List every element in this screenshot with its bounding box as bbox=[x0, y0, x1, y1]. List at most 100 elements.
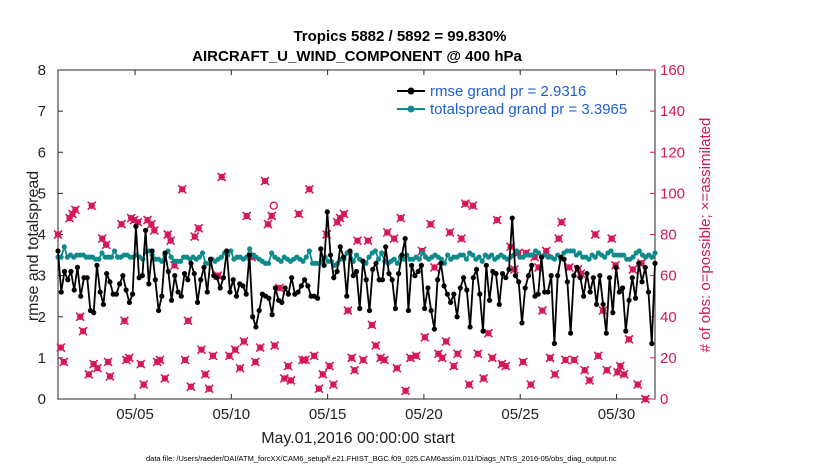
obs-assimilated-marker bbox=[441, 336, 451, 346]
totalspread-marker bbox=[570, 248, 576, 254]
totalspread-marker bbox=[608, 248, 614, 254]
rmse-marker bbox=[545, 289, 551, 295]
obs-assimilated-marker bbox=[468, 201, 478, 211]
rmse-marker bbox=[91, 310, 97, 316]
rmse-marker bbox=[383, 244, 389, 250]
obs-count-series bbox=[53, 172, 650, 404]
rmse-marker bbox=[107, 279, 113, 285]
rmse-marker bbox=[431, 326, 437, 332]
rmse-marker bbox=[428, 307, 434, 314]
rmse-marker bbox=[168, 297, 175, 303]
legend-rmse-label: rmse grand pr = 2.9316 bbox=[430, 83, 586, 100]
rmse-marker bbox=[519, 320, 525, 326]
rmse-marker bbox=[337, 244, 343, 250]
rmse-marker bbox=[652, 260, 658, 266]
obs-assimilated-marker bbox=[401, 386, 411, 396]
obs-assimilated-marker bbox=[328, 380, 338, 390]
rmse-marker bbox=[159, 293, 165, 299]
rmse-marker bbox=[123, 287, 129, 293]
totalspread-marker bbox=[108, 254, 115, 260]
y-left-tick-label: 4 bbox=[38, 227, 46, 244]
x-tick-label: 05/05 bbox=[116, 406, 154, 423]
rmse-marker bbox=[227, 289, 233, 295]
obs-assimilated-marker bbox=[456, 234, 467, 244]
rmse-marker bbox=[626, 297, 632, 303]
rmse-marker bbox=[418, 262, 424, 268]
rmse-marker bbox=[243, 291, 249, 297]
rmse-marker bbox=[386, 270, 392, 277]
rmse-marker bbox=[97, 289, 103, 295]
rmse-marker bbox=[593, 301, 600, 308]
rmse-marker bbox=[217, 285, 223, 291]
rmse-marker bbox=[305, 283, 311, 289]
rmse-marker bbox=[366, 307, 373, 314]
obs-assimilated-marker bbox=[180, 355, 190, 365]
obs-assimilated-marker bbox=[190, 231, 200, 242]
rmse-marker bbox=[610, 310, 616, 316]
totalspread-marker bbox=[199, 250, 206, 256]
rmse-marker bbox=[584, 270, 590, 277]
obs-assimilated-marker bbox=[460, 199, 470, 209]
y-right-tick-label: 0 bbox=[660, 391, 668, 408]
obs-assimilated-marker bbox=[260, 176, 270, 186]
y-left-tick-label: 7 bbox=[38, 103, 46, 120]
rmse-marker bbox=[198, 277, 204, 283]
rmse-marker bbox=[454, 314, 460, 320]
obs-assimilated-marker bbox=[318, 369, 328, 379]
rmse-marker bbox=[113, 291, 120, 297]
obs-assimilated-marker bbox=[545, 353, 555, 363]
obs-assimilated-marker bbox=[537, 306, 547, 316]
obs-assimilated-marker bbox=[350, 365, 360, 375]
rmse-series bbox=[55, 209, 658, 347]
rmse-marker bbox=[392, 305, 399, 312]
rmse-marker bbox=[590, 275, 596, 281]
obs-assimilated-marker bbox=[59, 357, 69, 367]
rmse-marker bbox=[250, 314, 256, 320]
rmse-marker bbox=[509, 215, 515, 221]
y-axis-left: 0 1 2 3 4 5 6 7 8 bbox=[38, 62, 63, 408]
rmse-marker bbox=[409, 262, 415, 268]
legend: rmse grand pr = 2.9316 totalspread grand… bbox=[393, 80, 633, 118]
obs-assimilated-marker bbox=[242, 211, 252, 221]
obs-assimilated-marker bbox=[196, 345, 207, 355]
rmse-marker bbox=[185, 277, 191, 283]
obs-assimilated-marker bbox=[78, 326, 88, 336]
totalspread-marker bbox=[196, 254, 202, 260]
rmse-marker bbox=[632, 295, 639, 301]
totalspread-marker bbox=[247, 246, 253, 252]
rmse-marker bbox=[201, 264, 207, 270]
totalspread-marker bbox=[489, 252, 495, 258]
totalspread-marker bbox=[470, 252, 476, 258]
obs-assimilated-marker bbox=[580, 365, 590, 375]
obs-assimilated-marker bbox=[420, 332, 430, 342]
rmse-marker bbox=[405, 307, 412, 314]
rmse-marker bbox=[253, 324, 259, 330]
rmse-marker bbox=[473, 266, 480, 273]
rmse-marker bbox=[340, 254, 347, 260]
y-right-tick-label: 20 bbox=[660, 350, 677, 367]
rmse-marker bbox=[298, 283, 304, 289]
rmse-marker bbox=[389, 277, 395, 283]
totalspread-marker bbox=[460, 252, 466, 258]
rmse-marker bbox=[282, 285, 288, 291]
rmse-marker bbox=[71, 287, 77, 293]
obs-assimilated-marker bbox=[101, 240, 111, 250]
rmse-marker bbox=[220, 275, 227, 281]
obs-assimilated-marker bbox=[139, 380, 149, 390]
rmse-marker bbox=[334, 268, 340, 275]
x-axis-label: May.01,2016 00:00:00 start bbox=[261, 430, 455, 447]
rmse-marker bbox=[447, 299, 454, 305]
obs-assimilated-marker bbox=[584, 375, 595, 386]
obs-assimilated-marker bbox=[352, 236, 363, 246]
totalspread-marker bbox=[218, 254, 224, 260]
obs-assimilated-marker bbox=[487, 353, 497, 363]
totalspread-marker bbox=[177, 258, 184, 264]
obs-assimilated-marker bbox=[526, 380, 536, 390]
obs-assimilated-marker bbox=[453, 349, 463, 359]
obs-assimilated-marker bbox=[411, 351, 421, 361]
obs-assimilated-marker bbox=[501, 361, 511, 371]
rmse-marker bbox=[480, 328, 486, 334]
rmse-marker bbox=[133, 223, 139, 229]
obs-assimilated-marker bbox=[267, 211, 277, 221]
rmse-marker bbox=[172, 273, 178, 279]
